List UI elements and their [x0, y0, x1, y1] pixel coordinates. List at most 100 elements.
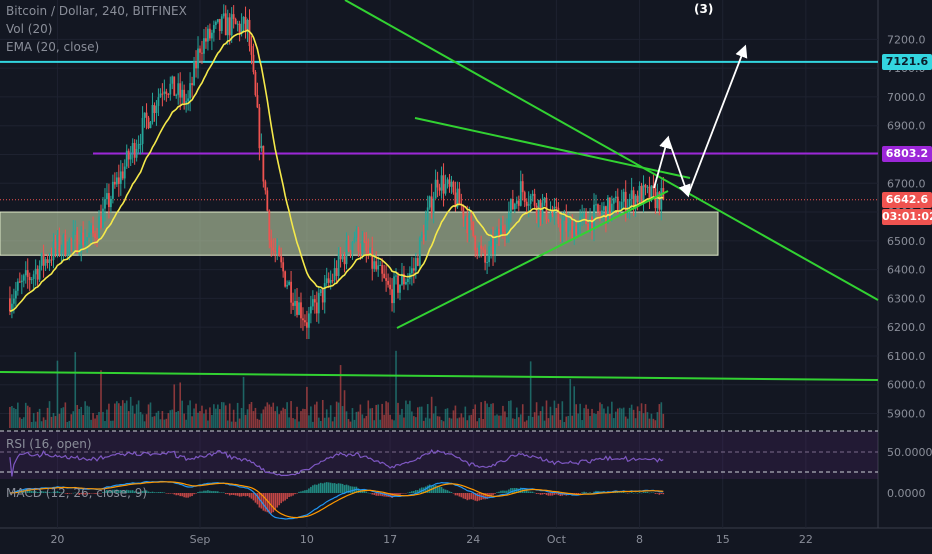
macd-histogram-bar [88, 493, 90, 494]
macd-histogram-bar [407, 492, 409, 494]
rsi-legend[interactable]: RSI (16, open) [6, 437, 92, 451]
candle-body [517, 200, 520, 206]
candle-body [585, 212, 587, 224]
candle-body [616, 196, 619, 213]
candle-body [420, 234, 423, 238]
macd-histogram-bar [26, 489, 29, 493]
candle-body [418, 237, 421, 266]
macd-histogram-bar [403, 493, 405, 494]
candle-body [327, 278, 330, 283]
candle-body [121, 171, 124, 179]
macd-histogram-bar [56, 491, 59, 493]
volume-bar [211, 414, 213, 428]
macd-histogram-bar [434, 485, 437, 493]
candle-body [428, 196, 431, 208]
candle-body [587, 223, 589, 231]
volume-bar [284, 408, 286, 428]
volume-bar [609, 413, 611, 428]
price-label-resistance-top: 7121.6 [882, 54, 932, 70]
candle-body [84, 240, 87, 246]
candle-body [331, 280, 334, 282]
volume-bar [389, 414, 391, 428]
macd-histogram-bar [624, 492, 627, 494]
volume-bar [228, 403, 231, 428]
macd-histogram-bar [525, 490, 528, 493]
volume-bar [448, 417, 451, 428]
candle-body [521, 181, 524, 193]
macd-histogram-bar [531, 491, 534, 493]
volume-bar [28, 407, 31, 428]
volume-bar [94, 418, 96, 428]
macd-histogram-bar [272, 493, 275, 513]
candle-body [278, 247, 281, 257]
candle-body [341, 256, 344, 260]
macd-legend[interactable]: MACD (12, 26, close, 9) [6, 486, 148, 500]
macd-histogram-bar [171, 493, 174, 494]
volume-bar [426, 404, 429, 428]
volume-bar [96, 415, 98, 428]
macd-signal-line [9, 481, 664, 519]
symbol-legend[interactable]: Bitcoin / Dollar, 240, BITFINEX [6, 4, 187, 18]
volume-bar [238, 418, 241, 428]
macd-histogram-bar [512, 488, 514, 493]
macd-histogram-bar [120, 490, 122, 493]
volume-bar [74, 352, 77, 428]
volume-bar [252, 411, 255, 428]
volume-bar [662, 413, 665, 428]
time-axis[interactable]: 20 Sep 10 17 24 Oct 8 15 22 [50, 533, 812, 546]
candle-body [282, 262, 285, 272]
candle-body [442, 175, 445, 194]
macd-histogram-bar [640, 492, 643, 494]
trendline-volume-baseline [0, 371, 879, 381]
volume-bar [46, 407, 49, 428]
macd-histogram-bar [662, 493, 665, 495]
volume-bar [22, 417, 25, 428]
macd-histogram-bar [535, 493, 538, 494]
macd-histogram-bar [626, 493, 629, 494]
volume-bar [529, 361, 532, 428]
candle-body [323, 283, 326, 303]
macd-pane [9, 480, 665, 520]
candle-body [555, 206, 558, 208]
price-tick-label: 6200.0 [887, 321, 926, 334]
ema-legend[interactable]: EMA (20, close) [6, 40, 100, 54]
candle-body [519, 181, 522, 206]
volume-bar [523, 421, 526, 428]
macd-histogram-bar [583, 491, 585, 493]
candle-body [212, 25, 215, 33]
candle-body [304, 320, 306, 323]
candle-body [511, 198, 514, 210]
volume-bar [591, 408, 593, 428]
volume-bar [498, 415, 500, 428]
candle-body [375, 261, 378, 270]
volume-bar [444, 408, 447, 428]
candle-body [177, 83, 180, 95]
volume-bar [531, 416, 534, 428]
macd-histogram-bar [452, 493, 455, 494]
macd-histogram-bar [238, 493, 241, 497]
macd-histogram-bar [157, 492, 160, 493]
volume-bar [533, 412, 536, 428]
macd-histogram-bar [391, 493, 393, 498]
volume-bar [26, 405, 29, 428]
macd-histogram-bar [54, 491, 57, 493]
volume-legend[interactable]: Vol (20) [6, 22, 53, 36]
candle-body [646, 186, 649, 188]
macd-histogram-bar [345, 484, 348, 493]
volume-bar [622, 407, 625, 428]
volume-bar [494, 415, 496, 428]
candle-body [496, 228, 498, 238]
macd-histogram-bar [476, 493, 478, 502]
candle-body [317, 293, 320, 314]
macd-histogram-bar [502, 490, 504, 493]
candle-body [264, 181, 267, 191]
candle-body [387, 280, 389, 285]
volume-bar [634, 418, 637, 428]
candle-body [98, 216, 100, 239]
macd-histogram-bar [591, 492, 593, 494]
candle-body [391, 289, 393, 304]
macd-histogram-bar [159, 492, 162, 493]
volume-bar [512, 418, 514, 428]
